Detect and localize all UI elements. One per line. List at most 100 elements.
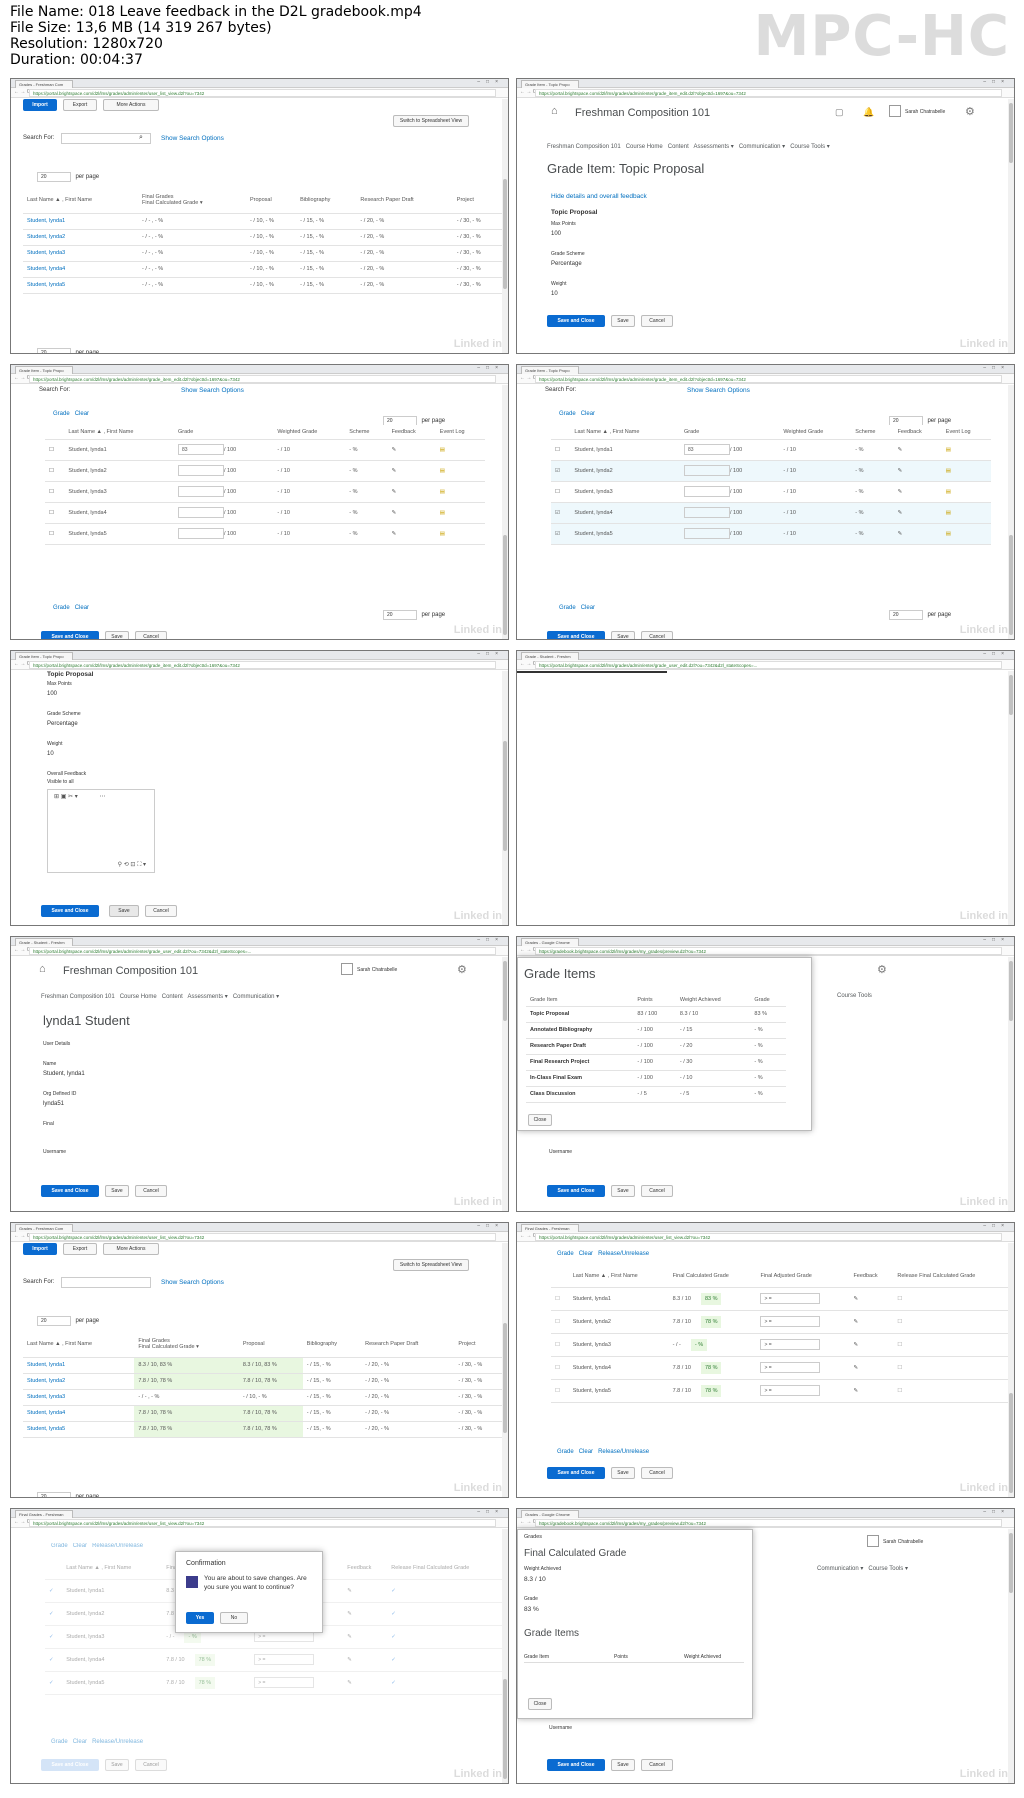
show-search-options-link[interactable]: Show Search Options — [181, 387, 244, 394]
nav-icons[interactable]: ← → C — [520, 1233, 537, 1239]
notification-icon[interactable]: 🔔 — [863, 107, 875, 117]
nav-icons[interactable]: ← → C — [520, 1519, 537, 1525]
release-checkbox[interactable]: ✓ — [387, 1579, 505, 1603]
yes-button[interactable]: Yes — [186, 1612, 214, 1624]
address-bar[interactable]: https://portal.brightspace.com/d2l/lms/g… — [535, 661, 1002, 669]
adjusted-grade-input[interactable]: > = — [250, 1648, 344, 1672]
row-checkbox[interactable]: ✓ — [45, 1579, 63, 1603]
feedback-icon[interactable]: ✎ — [849, 1356, 894, 1380]
more-actions-button[interactable]: More Actions — [103, 99, 159, 111]
home-icon[interactable]: ⌂ — [551, 105, 558, 117]
row-checkbox[interactable]: ☐ — [551, 1356, 569, 1380]
grade-input[interactable]: 83 — [177, 444, 224, 455]
release-link-bottom[interactable]: Release/Unrelease — [598, 1449, 650, 1455]
user-name[interactable]: Sarah Chatrabelle — [883, 1539, 924, 1545]
window-controls[interactable]: –□× — [477, 1509, 504, 1515]
grade-input[interactable] — [177, 486, 224, 497]
gear-icon[interactable]: ⚙ — [965, 106, 975, 118]
clear-link[interactable]: Clear — [72, 1543, 88, 1549]
event-log-icon[interactable]: ▤ — [435, 502, 485, 524]
feedback-icon[interactable]: ✎ — [387, 523, 436, 545]
browser-tab[interactable]: Grade Item - Topic Propo — [15, 366, 73, 374]
feedback-icon[interactable]: ✎ — [849, 1310, 894, 1334]
cancel-button[interactable]: Cancel — [135, 1759, 167, 1771]
search-icon[interactable]: ⌕ — [139, 134, 143, 141]
event-log-icon[interactable]: ▤ — [941, 481, 991, 503]
clear-link-bottom[interactable]: Clear — [74, 605, 90, 611]
student-name[interactable]: Student, lynda1 — [64, 439, 174, 461]
adjusted-grade-input[interactable]: > = — [756, 1310, 850, 1334]
cancel-button[interactable]: Cancel — [135, 1185, 167, 1197]
save-and-close-button[interactable]: Save and Close — [547, 631, 605, 639]
col-project[interactable]: Project — [452, 187, 503, 214]
adjusted-input[interactable]: > = — [254, 1677, 315, 1688]
save-and-close-button[interactable]: Save and Close — [547, 1185, 605, 1197]
adjusted-input[interactable]: > = — [760, 1339, 821, 1350]
window-controls[interactable]: –□× — [477, 79, 504, 85]
row-checkbox[interactable]: ☐ — [45, 439, 65, 461]
grade-input[interactable] — [177, 465, 224, 476]
clear-link[interactable]: Clear — [578, 1251, 594, 1257]
grade-link[interactable]: Grade — [53, 411, 70, 417]
col-bibliography[interactable]: Bibliography — [296, 187, 357, 214]
student-name[interactable]: Student, lynda1 — [62, 1579, 163, 1603]
feedback-icon[interactable]: ✎ — [893, 439, 942, 461]
cancel-button[interactable]: Cancel — [641, 1185, 673, 1197]
grade-input[interactable] — [683, 465, 730, 476]
student-name-link[interactable]: Student, lynda2 — [23, 1373, 135, 1390]
row-checkbox[interactable]: ☐ — [551, 481, 571, 503]
browser-tab[interactable]: Grade - Student - Freshm — [521, 652, 579, 660]
student-name-link[interactable]: Student, lynda5 — [23, 277, 139, 294]
browser-tab[interactable]: Grade Item - Topic Propo — [521, 80, 579, 88]
student-name[interactable]: Student, lynda2 — [570, 460, 680, 482]
event-log-icon[interactable]: ▤ — [435, 439, 485, 461]
browser-tab[interactable]: Grades - Freshman Com — [15, 1224, 73, 1232]
grade-link-bottom[interactable]: Grade — [557, 1449, 574, 1455]
cancel-button[interactable]: Cancel — [135, 631, 167, 639]
release-link[interactable]: Release/Unrelease — [92, 1543, 144, 1549]
nav-icons[interactable]: ← → C — [14, 947, 31, 953]
address-bar[interactable]: https://portal.brightspace.com/d2l/lms/g… — [29, 89, 496, 97]
student-name[interactable]: Student, lynda3 — [570, 481, 680, 503]
export-button[interactable]: Export — [63, 1243, 97, 1255]
row-checkbox[interactable]: ☐ — [45, 523, 65, 545]
address-bar[interactable]: https://portal.brightspace.com/d2l/lms/g… — [535, 1233, 1002, 1241]
gear-icon[interactable]: ⚙ — [457, 964, 467, 976]
window-controls[interactable]: –□× — [983, 651, 1010, 657]
row-checkbox[interactable]: ☐ — [45, 460, 65, 482]
row-checkbox[interactable]: ☐ — [45, 481, 65, 503]
release-checkbox[interactable]: ☐ — [893, 1356, 1011, 1380]
nav-icons[interactable]: ← → C — [14, 1519, 31, 1525]
adjusted-grade-input[interactable]: > = — [756, 1287, 850, 1311]
student-name[interactable]: Student, lynda1 — [568, 1287, 669, 1311]
address-bar[interactable]: https://portal.brightspace.com/d2l/lms/g… — [29, 1519, 496, 1527]
nav-icons[interactable]: ← → C — [14, 375, 31, 381]
release-link-bottom[interactable]: Release/Unrelease — [92, 1739, 144, 1745]
adjusted-input[interactable]: > = — [254, 1654, 315, 1665]
student-name[interactable]: Student, lynda3 — [64, 481, 174, 503]
student-name-link[interactable]: Student, lynda5 — [23, 1421, 135, 1438]
clear-link-bottom[interactable]: Clear — [72, 1739, 88, 1745]
import-button[interactable]: Import — [23, 1243, 57, 1255]
feedback-icon[interactable]: ✎ — [893, 460, 942, 482]
browser-tab[interactable]: Grade Item - Topic Propo — [15, 652, 73, 660]
release-checkbox[interactable]: ☐ — [893, 1379, 1011, 1403]
save-button[interactable]: Save — [105, 1185, 129, 1197]
adjusted-input[interactable]: > = — [760, 1293, 821, 1304]
per-page-select-bottom[interactable]: 20 — [37, 348, 71, 353]
nav-icons[interactable]: ← → C — [520, 375, 537, 381]
grade-link[interactable]: Grade — [51, 1543, 68, 1549]
cancel-button[interactable]: Cancel — [145, 905, 177, 917]
row-checkbox[interactable]: ☐ — [551, 1333, 569, 1357]
address-bar[interactable]: https://portal.brightspace.com/d2l/lms/g… — [535, 89, 1002, 97]
per-page-select-bottom[interactable]: 20 — [37, 1492, 71, 1497]
address-bar[interactable]: https://portal.brightspace.com/d2l/lms/g… — [29, 1233, 496, 1241]
student-name[interactable]: Student, lynda5 — [64, 523, 174, 545]
feedback-icon[interactable]: ✎ — [343, 1625, 388, 1649]
row-checkbox[interactable]: ☑ — [551, 460, 571, 482]
window-controls[interactable]: –□× — [477, 365, 504, 371]
save-button[interactable]: Save — [611, 315, 635, 327]
user-name[interactable]: Sarah Chatrabelle — [357, 967, 398, 973]
release-checkbox[interactable]: ✓ — [387, 1648, 505, 1672]
student-name[interactable]: Student, lynda4 — [568, 1356, 669, 1380]
